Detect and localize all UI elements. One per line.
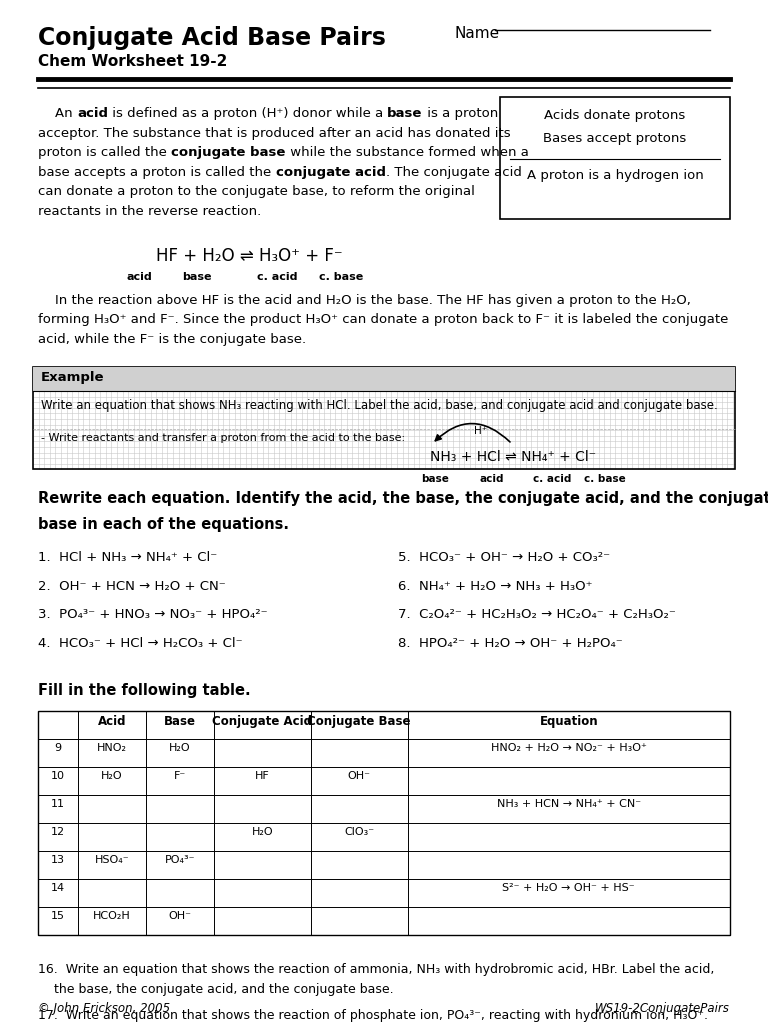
Text: acid: acid [77,106,108,120]
Text: OH⁻: OH⁻ [348,771,371,781]
Text: c. base: c. base [584,474,626,484]
Text: 9: 9 [55,743,61,754]
Text: 2.  OH⁻ + HCN → H₂O + CN⁻: 2. OH⁻ + HCN → H₂O + CN⁻ [38,580,226,593]
Text: Write an equation that shows NH₃ reacting with HCl. Label the acid, base, and co: Write an equation that shows NH₃ reactin… [41,399,718,412]
Text: 1.  HCl + NH₃ → NH₄⁺ + Cl⁻: 1. HCl + NH₃ → NH₄⁺ + Cl⁻ [38,551,217,564]
Text: base: base [421,474,449,484]
Text: OH⁻: OH⁻ [168,911,191,922]
Text: 6.  NH₄⁺ + H₂O → NH₃ + H₃O⁺: 6. NH₄⁺ + H₂O → NH₃ + H₃O⁺ [398,580,592,593]
Text: Conjugate Acid: Conjugate Acid [212,716,313,728]
Text: Name: Name [455,26,500,41]
Text: ClO₃⁻: ClO₃⁻ [344,827,374,838]
Text: is a proton: is a proton [422,106,498,120]
Text: H₂O: H₂O [101,771,123,781]
Text: conjugate acid: conjugate acid [276,166,386,179]
Text: H⁺: H⁺ [474,426,487,436]
Text: acid, while the F⁻ is the conjugate base.: acid, while the F⁻ is the conjugate base… [38,333,306,346]
Text: reactants in the reverse reaction.: reactants in the reverse reaction. [38,205,261,218]
Text: Base: Base [164,716,196,728]
Text: conjugate base: conjugate base [171,146,286,159]
Bar [33,368,735,469]
Bar [33,368,735,391]
Text: 12: 12 [51,827,65,838]
Text: base accepts a proton is called the: base accepts a proton is called the [38,166,276,179]
Text: HCO₂H: HCO₂H [93,911,131,922]
Text: H₂O: H₂O [169,743,190,754]
Text: Conjugate Base: Conjugate Base [307,716,411,728]
Text: F⁻: F⁻ [174,771,186,781]
Text: 14: 14 [51,884,65,893]
Text: PO₄³⁻: PO₄³⁻ [164,855,195,865]
Text: 10: 10 [51,771,65,781]
Text: HNO₂ + H₂O → NO₂⁻ + H₃O⁺: HNO₂ + H₂O → NO₂⁻ + H₃O⁺ [491,743,647,754]
Text: 15: 15 [51,911,65,922]
Text: HF + H₂O ⇌ H₃O⁺ + F⁻: HF + H₂O ⇌ H₃O⁺ + F⁻ [156,247,343,264]
Text: Bases accept protons: Bases accept protons [544,132,687,145]
Text: the base, the conjugate acid, and the conjugate base.: the base, the conjugate acid, and the co… [38,983,394,996]
Text: 13: 13 [51,855,65,865]
Text: Chem Worksheet 19-2: Chem Worksheet 19-2 [38,54,227,69]
Text: proton is called the: proton is called the [38,146,171,159]
Text: acceptor. The substance that is produced after an acid has donated its: acceptor. The substance that is produced… [38,127,511,139]
Text: An: An [38,106,77,120]
Text: c. acid: c. acid [257,271,297,282]
Text: NH₃ + HCl ⇌ NH₄⁺ + Cl⁻: NH₃ + HCl ⇌ NH₄⁺ + Cl⁻ [430,450,596,464]
Text: S²⁻ + H₂O → OH⁻ + HS⁻: S²⁻ + H₂O → OH⁻ + HS⁻ [502,884,635,893]
Bar [38,712,730,935]
Text: © John Erickson, 2005: © John Erickson, 2005 [38,1002,170,1015]
Text: while the substance formed when a: while the substance formed when a [286,146,528,159]
Text: 8.  HPO₄²⁻ + H₂O → OH⁻ + H₂PO₄⁻: 8. HPO₄²⁻ + H₂O → OH⁻ + H₂PO₄⁻ [398,637,623,650]
Text: - Write reactants and transfer a proton from the acid to the base:: - Write reactants and transfer a proton … [41,433,406,443]
Text: Acid: Acid [98,716,126,728]
Text: In the reaction above HF is the acid and H₂O is the base. The HF has given a pro: In the reaction above HF is the acid and… [38,294,691,306]
Text: 16.  Write an equation that shows the reaction of ammonia, NH₃ with hydrobromic : 16. Write an equation that shows the rea… [38,964,714,977]
Text: base: base [387,106,422,120]
Text: Fill in the following table.: Fill in the following table. [38,683,250,698]
Text: 7.  C₂O₄²⁻ + HC₂H₃O₂ → HC₂O₄⁻ + C₂H₃O₂⁻: 7. C₂O₄²⁻ + HC₂H₃O₂ → HC₂O₄⁻ + C₂H₃O₂⁻ [398,608,676,622]
Text: Conjugate Acid Base Pairs: Conjugate Acid Base Pairs [38,26,386,50]
Text: Acids donate protons: Acids donate protons [545,109,686,122]
Text: . The conjugate acid: . The conjugate acid [386,166,521,179]
Text: 4.  HCO₃⁻ + HCl → H₂CO₃ + Cl⁻: 4. HCO₃⁻ + HCl → H₂CO₃ + Cl⁻ [38,637,243,650]
Text: can donate a proton to the conjugate base, to reform the original: can donate a proton to the conjugate bas… [38,185,475,199]
Text: WS19-2ConjugatePairs: WS19-2ConjugatePairs [595,1002,730,1015]
Text: 3.  PO₄³⁻ + HNO₃ → NO₃⁻ + HPO₄²⁻: 3. PO₄³⁻ + HNO₃ → NO₃⁻ + HPO₄²⁻ [38,608,267,622]
Text: H₂O: H₂O [251,827,273,838]
Text: acid: acid [126,271,152,282]
Text: A proton is a hydrogen ion: A proton is a hydrogen ion [527,169,703,182]
Text: 5.  HCO₃⁻ + OH⁻ → H₂O + CO₃²⁻: 5. HCO₃⁻ + OH⁻ → H₂O + CO₃²⁻ [398,551,610,564]
Bar [500,97,730,219]
Text: HF: HF [255,771,270,781]
Text: 11: 11 [51,800,65,809]
Text: c. acid: c. acid [533,474,571,484]
Text: c. base: c. base [319,271,363,282]
Text: base: base [182,271,212,282]
Text: base in each of the equations.: base in each of the equations. [38,517,289,532]
Text: NH₃ + HCN → NH₄⁺ + CN⁻: NH₃ + HCN → NH₄⁺ + CN⁻ [497,800,641,809]
Text: HNO₂: HNO₂ [97,743,127,754]
Text: Rewrite each equation. Identify the acid, the base, the conjugate acid, and the : Rewrite each equation. Identify the acid… [38,492,768,507]
Text: is defined as a proton (H⁺) donor while a: is defined as a proton (H⁺) donor while … [108,106,387,120]
Text: forming H₃O⁺ and F⁻. Since the product H₃O⁺ can donate a proton back to F⁻ it is: forming H₃O⁺ and F⁻. Since the product H… [38,313,728,327]
Text: HSO₄⁻: HSO₄⁻ [94,855,129,865]
Text: 17.  Write an equation that shows the reaction of phosphate ion, PO₄³⁻, reacting: 17. Write an equation that shows the rea… [38,1009,708,1022]
Text: Example: Example [41,372,104,384]
Text: Equation: Equation [539,716,598,728]
Text: acid: acid [480,474,505,484]
